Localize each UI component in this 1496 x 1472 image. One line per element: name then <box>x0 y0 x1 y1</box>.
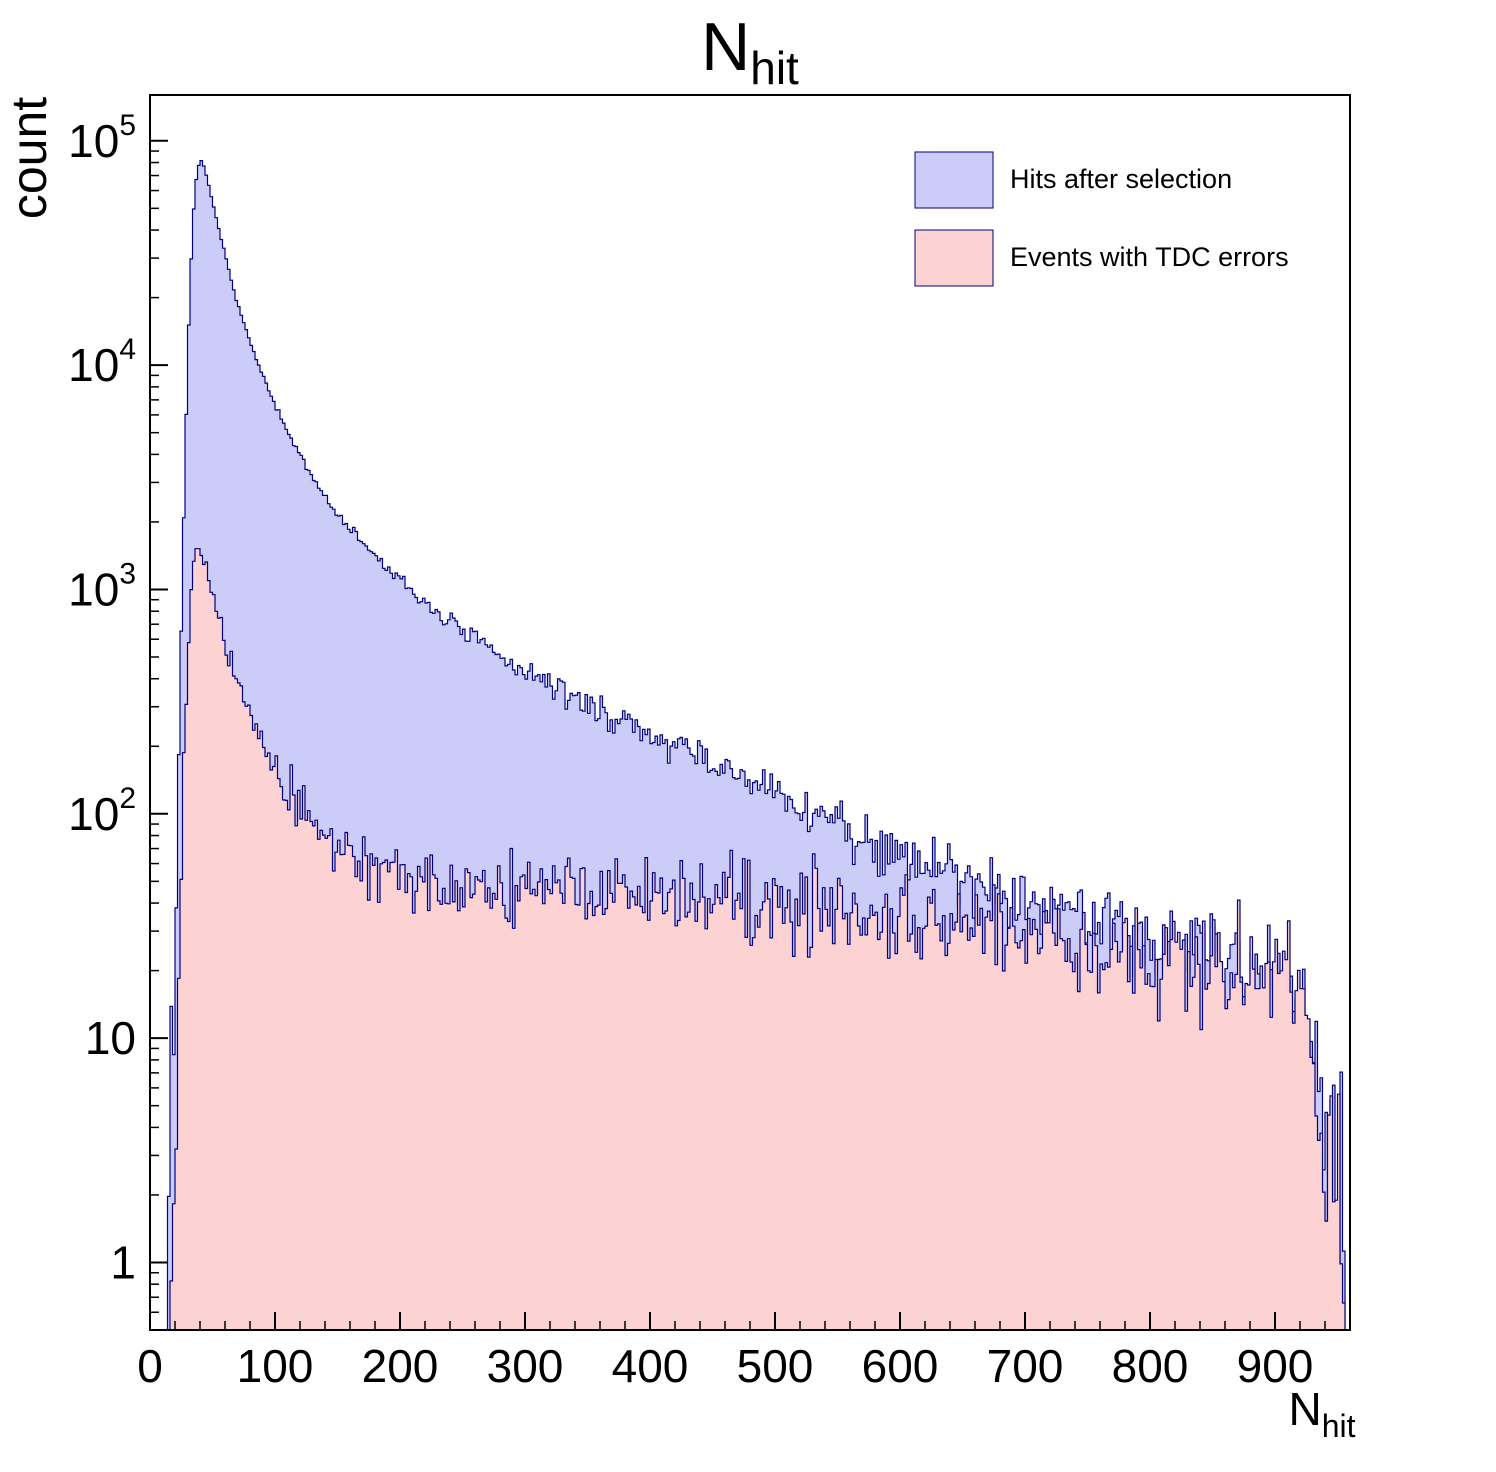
y-tick-label: 105 <box>68 109 136 167</box>
x-tick-label: 600 <box>862 1340 939 1392</box>
x-tick-label: 0 <box>137 1340 163 1392</box>
y-tick-label: 10 <box>85 1012 136 1064</box>
x-tick-label: 300 <box>487 1340 564 1392</box>
x-tick-label: 700 <box>987 1340 1064 1392</box>
legend-label-events-with-tdc-errors: Events with TDC errors <box>1010 242 1289 272</box>
x-axis-title: Nhit <box>1288 1383 1355 1444</box>
x-axis-title-subscript: hit <box>1322 1408 1356 1444</box>
plot-area <box>150 160 1350 1331</box>
series-events-with-tdc-errors <box>150 548 1350 1331</box>
x-tick-label: 100 <box>237 1340 314 1392</box>
chart-title: Nhit <box>701 9 799 94</box>
axis-ticks-and-labels: 0 100 200 300 400 500 600 700 800 900 1 10 102 103 104… <box>68 109 1351 1392</box>
y-tick-label: 104 <box>68 333 136 391</box>
x-tick-label: 800 <box>1112 1340 1189 1392</box>
y-tick-label: 102 <box>68 782 136 840</box>
chart-title-subscript: hit <box>750 42 799 94</box>
legend: Hits after selection Events with TDC err… <box>914 151 1289 287</box>
legend-swatch-events-with-tdc-errors <box>914 229 994 287</box>
y-tick-label: 103 <box>68 557 136 615</box>
y-axis-title: count <box>1 97 57 219</box>
x-tick-label: 500 <box>737 1340 814 1392</box>
x-tick-label: 900 <box>1237 1340 1314 1392</box>
x-tick-label: 200 <box>362 1340 439 1392</box>
legend-swatch-hits-after-selection <box>914 151 994 209</box>
x-tick-label: 400 <box>612 1340 689 1392</box>
legend-label-hits-after-selection: Hits after selection <box>1010 164 1232 194</box>
y-tick-label: 1 <box>110 1236 136 1288</box>
